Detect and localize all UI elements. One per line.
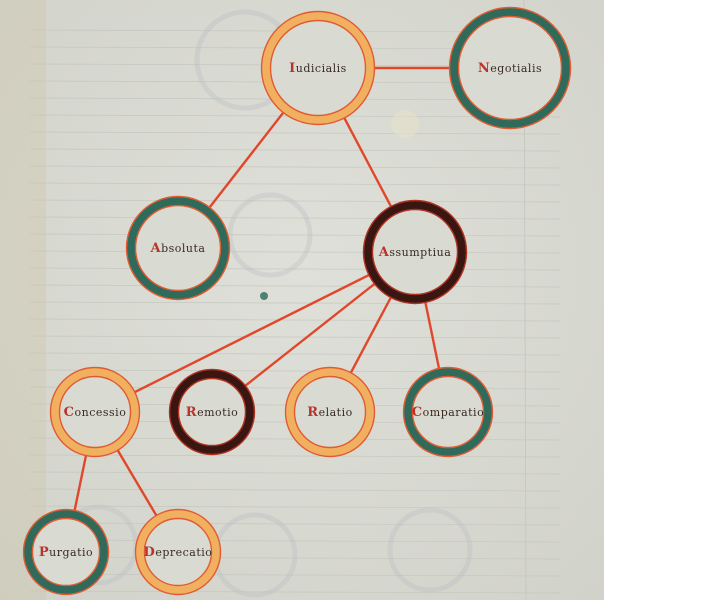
node-label: Purgatio <box>39 545 93 560</box>
node-ring-edge <box>125 195 231 301</box>
edge-assumptiua-concessio <box>93 250 417 414</box>
rule-line <box>29 131 561 135</box>
node-ring-inner <box>134 204 222 292</box>
rule-line <box>29 233 561 237</box>
node-ring-edge <box>260 10 376 126</box>
rule-line <box>29 216 561 220</box>
node-label: Negotialis <box>478 61 542 76</box>
rule-line <box>29 539 561 543</box>
rule-line <box>29 335 561 339</box>
rule-line <box>29 454 561 458</box>
rule-line <box>29 488 561 492</box>
node-ring-inner <box>58 375 132 449</box>
node-label: Relatio <box>307 405 352 420</box>
rule-line <box>29 182 561 186</box>
node-ring-outer <box>450 8 570 128</box>
node-ring-outer <box>51 368 139 456</box>
node-ring-outer <box>262 12 374 124</box>
node-comparatio: Comparatio <box>402 366 494 458</box>
node-ring-inner <box>31 517 101 587</box>
rule-line <box>29 352 561 356</box>
node-ring-inner <box>269 19 367 117</box>
node-ring-inner <box>293 375 367 449</box>
rule-line <box>29 369 561 373</box>
node-ring-edge <box>22 508 110 596</box>
rule-line <box>29 505 561 509</box>
node-ring-outer <box>364 201 466 303</box>
rule-line <box>29 148 561 152</box>
ghost-circle <box>227 192 313 278</box>
rule-line <box>29 471 561 475</box>
node-label: Deprecatio <box>144 545 213 560</box>
rule-line <box>29 522 561 526</box>
rule-line <box>29 301 561 305</box>
node-ring-inner <box>143 517 213 587</box>
node-ring-outer <box>136 510 220 594</box>
node-ring-inner <box>371 208 459 296</box>
node-deprecatio: Deprecatio <box>134 508 222 596</box>
rule-line <box>29 556 561 560</box>
node-purgatio: Purgatio <box>22 508 110 596</box>
node-ring-edge <box>362 199 468 305</box>
stain-spot <box>391 110 419 138</box>
node-ring-edge <box>448 6 572 130</box>
node-label: Iudicialis <box>289 61 347 76</box>
rule-line <box>29 284 561 288</box>
node-ring-outer <box>127 197 229 299</box>
node-label: Assumptiua <box>378 245 452 260</box>
node-ring-outer <box>170 370 254 454</box>
rule-line <box>29 318 561 322</box>
node-ring-edge <box>402 366 494 458</box>
node-ring-edge <box>134 508 222 596</box>
rule-line <box>29 250 561 254</box>
stasis-tree-diagram: Iudicialis Negotialis Absoluta Assumptiua Co… <box>0 0 604 600</box>
rule-line <box>29 267 561 271</box>
node-label: Comparatio <box>412 405 484 420</box>
node-label: Concessio <box>64 405 127 420</box>
node-ring-inner <box>457 15 563 121</box>
rule-line <box>29 573 561 577</box>
node-ring-edge <box>284 366 376 458</box>
node-remotio: Remotio <box>168 368 256 456</box>
node-ring-inner <box>177 377 247 447</box>
node-ring-edge <box>168 368 256 456</box>
node-absoluta: Absoluta <box>125 195 231 301</box>
tree-nodes: Iudicialis Negotialis Absoluta Assumptiua Co… <box>22 6 572 596</box>
rule-line <box>29 199 561 203</box>
rule-line <box>29 165 561 169</box>
node-ring-outer <box>24 510 108 594</box>
ink-blot <box>260 292 268 300</box>
node-ring-outer <box>286 368 374 456</box>
node-ring-outer <box>404 368 492 456</box>
node-label: Absoluta <box>150 241 206 256</box>
node-assumptiua: Assumptiua <box>362 199 468 305</box>
node-negotialis: Negotialis <box>448 6 572 130</box>
node-relatio: Relatio <box>284 366 376 458</box>
rule-line <box>29 590 561 594</box>
node-iudicialis: Iudicialis <box>260 10 376 126</box>
node-concessio: Concessio <box>49 366 141 458</box>
node-ring-inner <box>411 375 485 449</box>
node-ring-edge <box>49 366 141 458</box>
left-margin-stain <box>0 0 46 600</box>
node-label: Remotio <box>186 405 238 420</box>
ghost-circle <box>387 507 473 593</box>
